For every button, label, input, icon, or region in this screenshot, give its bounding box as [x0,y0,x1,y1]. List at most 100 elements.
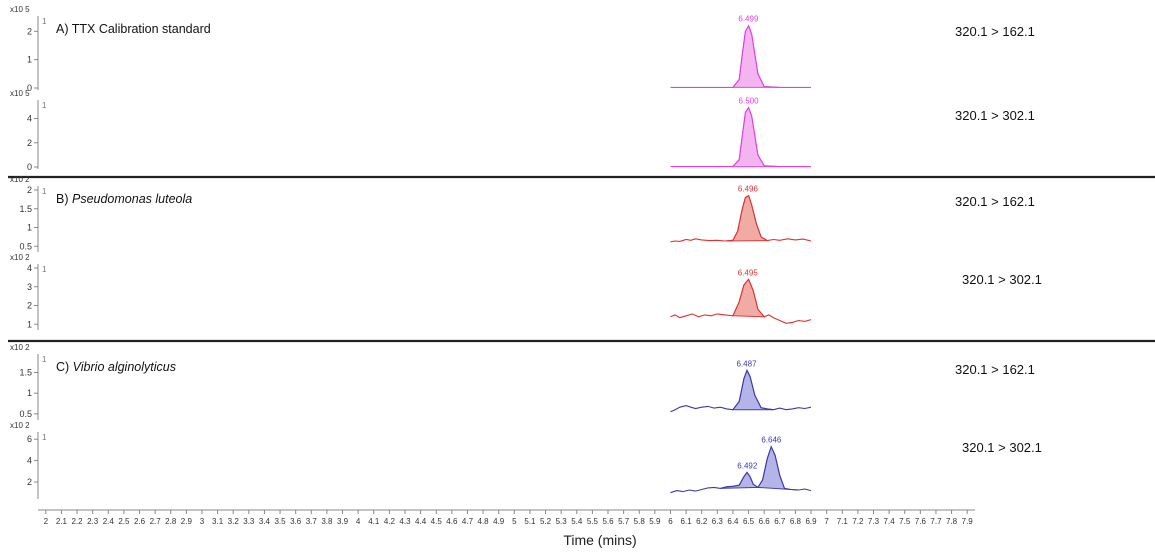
x-tick-label: 4.2 [384,517,396,526]
y-tick-label: 4 [27,114,32,124]
x-tick-label: 3.6 [290,517,302,526]
group-label-name: Vibrio alginolyticus [73,360,176,374]
x-tick-label: 3.7 [306,517,318,526]
y-tick-label: 1.5 [19,367,32,377]
x-tick-label: 2.4 [103,517,115,526]
y-tick-label: 2 [27,26,32,36]
x-tick-label: 5.7 [618,517,630,526]
peak-label: 6.492 [737,461,758,470]
peak-label: 6.646 [761,436,782,445]
x-tick-label: 4.9 [493,517,505,526]
trace-line [670,194,812,243]
x-tick-label: 5.9 [649,517,661,526]
y-tick-label: 3 [27,282,32,292]
x-tick-label: 6.3 [712,517,724,526]
transition-label: 320.1 > 162.1 [955,24,1035,39]
x-tick-label: 2.8 [165,517,177,526]
y-scale-label: x10 2 [10,421,30,430]
peak-label: 6.487 [737,359,758,368]
peak-label: 6.500 [739,97,760,106]
x-tick-label: 5.1 [524,517,536,526]
x-tick-label: 6.1 [681,517,693,526]
x-tick-label: 5 [512,517,517,526]
x-tick-label: 6 [668,517,673,526]
x-tick-label: 4.3 [399,517,411,526]
x-tick-label: 6.2 [696,517,708,526]
trace-number-label: 1 [42,101,47,110]
y-tick-label: 0 [27,162,32,172]
y-tick-label: 4 [27,263,32,273]
peak-fill [717,106,780,168]
group-label-name: Pseudomonas luteola [72,192,192,206]
x-tick-label: 7.4 [884,517,896,526]
x-tick-label: 6.9 [805,517,817,526]
x-tick-label: 3.8 [321,517,333,526]
x-tick-label: 4.6 [446,517,458,526]
x-tick-label: 7.1 [837,517,849,526]
x-tick-label: 6.4 [727,517,739,526]
transition-label: 320.1 > 162.1 [955,194,1035,209]
trace-line [670,24,811,88]
trace-number-label: 1 [42,265,47,274]
x-tick-label: 5.4 [571,517,583,526]
y-tick-label: 1 [27,319,32,329]
trace-number-label: 1 [42,433,47,442]
x-tick-label: 3.2 [228,517,240,526]
x-tick-label: 7.2 [852,517,864,526]
x-tick-label: 7.7 [930,517,942,526]
peak-fill [720,471,760,489]
y-tick-label: 1 [27,55,32,65]
x-tick-label: 3.9 [337,517,349,526]
x-tick-label: 2.1 [56,517,68,526]
y-scale-label: x10 2 [10,175,30,184]
transition-label: 320.1 > 302.1 [962,440,1042,455]
y-tick-label: 0 [27,83,32,93]
group-label: C) Vibrio alginolyticus [56,360,176,374]
y-tick-label: 1 [27,223,32,233]
transition-label: 320.1 > 302.1 [955,108,1035,123]
x-tick-label: 3.4 [259,517,271,526]
y-tick-label: 6 [27,434,32,444]
x-tick-label: 2.3 [87,517,99,526]
x-tick-label: 3.5 [274,517,286,526]
x-tick-label: 4.7 [462,517,474,526]
y-tick-label: 2 [27,477,32,487]
y-tick-label: 2 [27,185,32,195]
y-tick-label: 2 [27,301,32,311]
peak-label: 6.495 [738,268,759,277]
peak-fill [731,24,780,88]
y-tick-label: 2 [27,138,32,148]
peak-label: 6.496 [738,185,759,194]
group-label-prefix: B) [56,192,72,206]
transition-label: 320.1 > 162.1 [955,362,1035,377]
x-tick-label: 3 [200,517,205,526]
x-tick-label: 7.8 [946,517,958,526]
y-tick-label: 1 [27,388,32,398]
x-tick-label: 4.4 [415,517,427,526]
x-tick-label: 2.9 [181,517,193,526]
x-tick-label: 3.3 [243,517,255,526]
y-tick-label: 0.5 [19,409,32,419]
group-label: A) TTX Calibration standard [56,22,211,36]
x-tick-label: 6.8 [790,517,802,526]
trace-number-label: 1 [42,187,47,196]
trace-number-label: 1 [42,17,47,26]
x-tick-label: 4.8 [478,517,490,526]
x-tick-label: 7 [824,517,829,526]
y-scale-label: x10 5 [10,5,30,14]
group-label: B) Pseudomonas luteola [56,192,192,206]
x-tick-label: 3.1 [212,517,224,526]
trace-line [670,106,811,168]
x-tick-label: 2.5 [118,517,130,526]
trace-line [670,369,812,413]
y-scale-label: x10 5 [10,89,30,98]
x-tick-label: 6.5 [743,517,755,526]
group-label-name: TTX Calibration standard [72,22,211,36]
x-tick-label: 5.6 [602,517,614,526]
x-tick-label: 6.6 [759,517,771,526]
x-tick-label: 2.6 [134,517,146,526]
x-tick-label: 7.6 [915,517,927,526]
x-tick-label: 2.7 [150,517,162,526]
